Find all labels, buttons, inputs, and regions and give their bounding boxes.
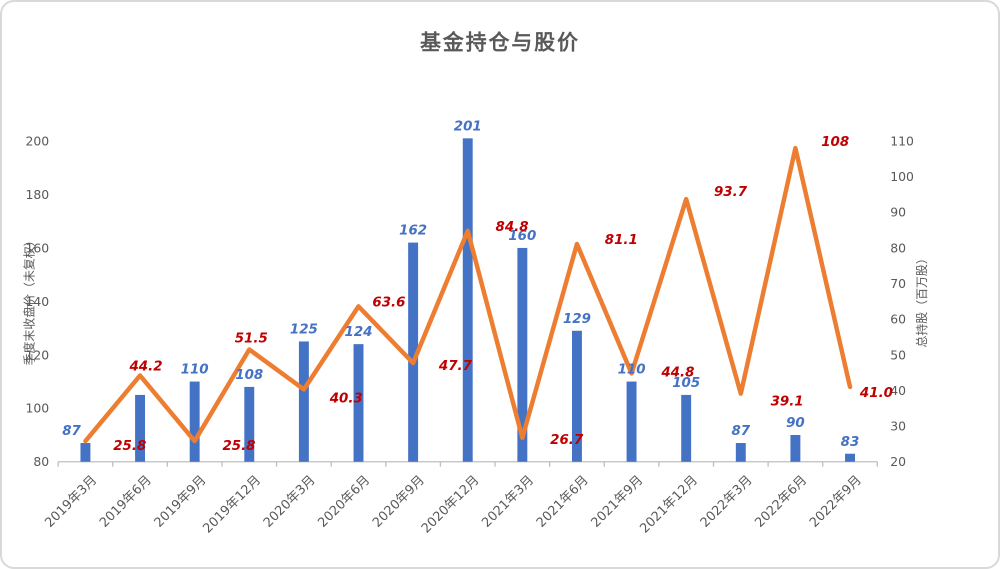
left-axis-tick-label: 160 <box>26 240 50 255</box>
bar-data-label: 201 <box>454 119 482 134</box>
right-axis-tick-label: 50 <box>890 347 906 362</box>
bar <box>517 247 528 462</box>
bar-data-label: 160 <box>508 229 536 244</box>
right-axis-tick-label: 40 <box>890 383 906 398</box>
bar-data-label: 124 <box>345 325 373 340</box>
bar-data-label: 90 <box>786 416 805 431</box>
category-label: 2019年12月 <box>200 473 264 537</box>
line-data-label: 63.6 <box>372 295 405 310</box>
line-data-label: 44.8 <box>660 365 694 380</box>
category-label: 2020年9月 <box>370 473 428 531</box>
category-label: 2021年6月 <box>534 473 592 531</box>
bar <box>571 330 582 462</box>
category-label: 2019年3月 <box>42 473 100 531</box>
bar <box>353 344 364 462</box>
category-label: 2022年9月 <box>807 473 865 531</box>
right-axis-tick-label: 20 <box>890 454 906 469</box>
line-data-label: 39.1 <box>771 395 804 410</box>
left-axis-tick-label: 140 <box>26 294 50 309</box>
bar-data-label: 125 <box>290 323 318 338</box>
line-data-label: 93.7 <box>714 185 748 200</box>
line-data-label: 25.8 <box>222 439 255 454</box>
bar-data-label: 87 <box>62 424 81 439</box>
category-label: 2020年12月 <box>419 473 483 537</box>
line-data-label: 108 <box>821 135 849 150</box>
bar <box>790 435 801 462</box>
right-axis-tick-label: 70 <box>890 276 906 291</box>
line-data-label: 51.5 <box>235 332 268 347</box>
bar-data-label: 129 <box>563 312 591 327</box>
right-axis-tick-label: 30 <box>890 419 906 434</box>
bar <box>462 138 473 462</box>
bar-data-label: 108 <box>235 368 263 383</box>
left-axis-tick-label: 120 <box>26 347 50 362</box>
bar <box>626 381 637 462</box>
bar <box>408 242 419 462</box>
bar <box>845 453 855 462</box>
bar <box>244 386 255 462</box>
category-label: 2021年9月 <box>588 473 646 531</box>
bar <box>80 443 91 462</box>
right-axis-tick-label: 110 <box>890 133 914 148</box>
right-axis-tick-label: 100 <box>890 169 914 184</box>
left-axis-tick-label: 100 <box>26 401 50 416</box>
category-label: 2022年6月 <box>752 473 810 531</box>
bar <box>298 341 309 462</box>
line-data-label: 44.2 <box>128 360 162 375</box>
right-axis-title: 总持股（百万股） <box>915 252 929 347</box>
left-axis-tick-label: 80 <box>33 454 49 469</box>
right-axis-tick-label: 80 <box>890 240 906 255</box>
category-label: 2019年9月 <box>152 473 210 531</box>
bar-data-label: 83 <box>841 435 860 450</box>
category-label: 2021年12月 <box>637 473 701 537</box>
bar <box>135 394 146 462</box>
left-axis-tick-label: 180 <box>26 187 50 202</box>
plot-area: 80 100 120 140 160 180 200 20 30 40 50 60 70 80 90 100 1… <box>26 119 915 536</box>
category-label: 2021年3月 <box>479 473 537 531</box>
left-axis-tick-label: 200 <box>26 133 50 148</box>
line-data-label: 40.3 <box>329 391 363 406</box>
line-data-label: 84.8 <box>496 220 529 235</box>
right-axis-tick-label: 90 <box>890 205 906 220</box>
line-data-label: 41.0 <box>859 386 893 401</box>
chart-title: 基金持仓与股价 <box>420 31 580 55</box>
category-label: 2020年6月 <box>315 473 373 531</box>
category-label: 2022年3月 <box>698 473 756 531</box>
holdings-line <box>83 145 853 444</box>
bar-data-label: 110 <box>618 363 646 378</box>
bar-data-label: 162 <box>399 224 427 239</box>
bar-data-label: 105 <box>672 376 700 391</box>
line-data-label: 81.1 <box>605 233 638 248</box>
bar <box>735 443 746 462</box>
category-label: 2020年3月 <box>261 473 319 531</box>
left-axis-title: 季度末收盘价（未复权） <box>22 234 36 365</box>
right-axis-tick-label: 60 <box>890 312 906 327</box>
line-data-label: 47.7 <box>438 359 473 374</box>
line-data-label: 26.7 <box>550 433 584 448</box>
bar-data-label: 110 <box>181 363 209 378</box>
bar <box>681 394 692 462</box>
category-label: 2019年6月 <box>97 473 155 531</box>
bar <box>189 381 200 462</box>
bar-data-label: 87 <box>731 424 750 439</box>
line-data-label: 25.8 <box>113 439 146 454</box>
